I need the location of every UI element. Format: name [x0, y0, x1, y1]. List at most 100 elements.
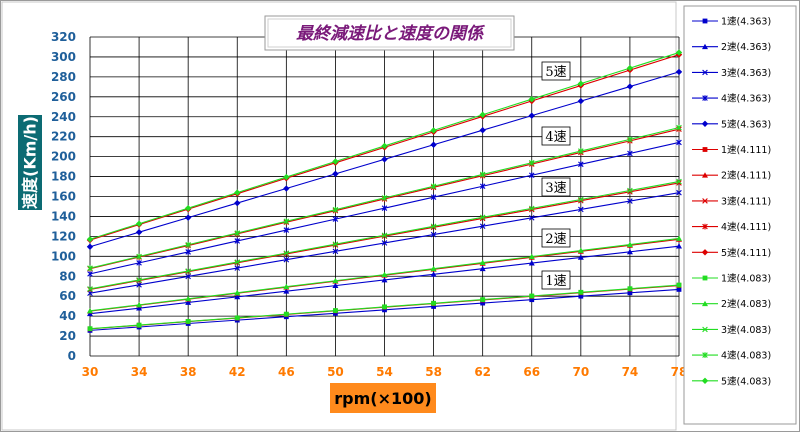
y-tick-label: 160	[51, 190, 76, 204]
y-tick-label: 280	[51, 70, 76, 84]
data-point	[431, 304, 436, 309]
data-point	[480, 297, 486, 302]
legend-marker	[702, 223, 708, 230]
chart-title-text: 最終減速比と速度の関係	[296, 24, 486, 44]
data-point	[135, 228, 143, 236]
y-tick-label: 120	[51, 229, 76, 243]
data-point	[430, 265, 437, 272]
legend-label: 2速(4.111)	[721, 171, 771, 182]
x-tick-label: 38	[180, 365, 197, 379]
data-point	[578, 289, 584, 295]
chart-title: 最終減速比と速度の関係	[264, 15, 515, 51]
legend-label: 1速(4.111)	[721, 145, 771, 156]
data-point	[528, 215, 535, 221]
y-axis-ticks: 0 20 40 60 80 100 120 140 160 180 200 220 240 260 280 3…	[51, 30, 76, 363]
data-point	[577, 254, 584, 260]
gear-label-text: 4速	[545, 130, 566, 145]
data-point	[184, 204, 192, 212]
series-3	[87, 189, 682, 296]
data-point	[185, 268, 191, 274]
data-point	[234, 289, 241, 296]
series-15	[86, 49, 683, 243]
legend-marker	[702, 300, 708, 307]
data-point	[578, 161, 584, 168]
x-tick-label: 66	[523, 365, 540, 379]
x-tick-label: 34	[131, 365, 148, 379]
data-point	[676, 178, 682, 185]
data-point	[381, 194, 388, 201]
legend-item-8: 3速(4.111)	[692, 196, 771, 207]
y-tick-label: 80	[59, 269, 76, 283]
x-tick-label: 30	[82, 365, 99, 379]
data-point	[87, 307, 93, 314]
gear-label-5: 5速	[541, 61, 571, 81]
legend-item-11: 1速(4.083)	[692, 274, 771, 285]
data-point	[479, 111, 486, 118]
gear-label-text: 1速	[545, 274, 566, 289]
data-point	[627, 290, 633, 296]
data-point	[87, 326, 93, 332]
series-layer	[86, 49, 683, 333]
data-point	[332, 170, 339, 178]
legend-box	[683, 5, 797, 425]
data-point	[381, 142, 388, 150]
x-tick-label: 58	[425, 365, 442, 379]
data-point	[185, 295, 192, 302]
gear-label-3: 3速	[541, 177, 571, 197]
data-point	[430, 231, 437, 238]
data-point	[332, 206, 339, 213]
data-point	[627, 136, 633, 143]
data-point	[382, 304, 387, 310]
y-axis-label: 速度(Km/h)	[18, 115, 42, 210]
gear-labels: 1速 2速 3速 4速 5速	[541, 61, 571, 290]
data-point	[430, 127, 437, 134]
data-point	[234, 238, 241, 244]
data-point	[626, 248, 633, 255]
data-point	[234, 230, 241, 236]
legend-marker	[702, 95, 708, 101]
data-point	[479, 171, 486, 178]
data-point	[430, 183, 437, 190]
data-point	[234, 293, 241, 300]
data-point	[676, 235, 682, 241]
series-11	[87, 282, 682, 332]
x-tick-label: 50	[327, 365, 344, 379]
data-point	[86, 243, 94, 250]
data-point	[381, 276, 388, 283]
x-tick-label: 74	[622, 365, 639, 379]
data-point	[676, 243, 682, 249]
x-axis-ticks: 30 34 38 42 46 50 54 58 62 66 70 74 78	[82, 365, 688, 379]
data-point	[136, 322, 142, 328]
data-point	[381, 271, 388, 278]
data-point	[626, 64, 634, 72]
data-point	[479, 127, 486, 134]
data-point	[627, 198, 633, 204]
data-point	[479, 183, 486, 190]
data-point	[185, 241, 191, 248]
legend-label: 3速(4.083)	[721, 325, 771, 336]
data-point	[627, 286, 633, 292]
series-14	[87, 124, 682, 272]
y-tick-label: 140	[51, 209, 76, 223]
data-point	[676, 189, 682, 196]
data-point	[234, 199, 241, 207]
legend-marker	[701, 377, 709, 384]
series-2	[87, 243, 682, 317]
data-point	[381, 240, 388, 246]
data-point	[430, 141, 437, 148]
legend-marker	[702, 275, 708, 281]
data-point	[627, 150, 633, 157]
legend-marker	[702, 43, 708, 50]
legend-item-13: 3速(4.083)	[692, 325, 771, 336]
data-point	[479, 259, 486, 265]
legend-marker	[702, 147, 708, 152]
data-point	[480, 300, 486, 306]
y-tick-label: 0	[68, 349, 76, 363]
legend-label: 2速(4.363)	[721, 42, 771, 53]
data-point	[382, 307, 387, 313]
data-point	[529, 293, 535, 299]
legend-label: 1速(4.083)	[721, 274, 771, 285]
data-point	[528, 159, 535, 166]
data-point	[283, 185, 290, 192]
x-tick-label: 54	[376, 365, 393, 379]
